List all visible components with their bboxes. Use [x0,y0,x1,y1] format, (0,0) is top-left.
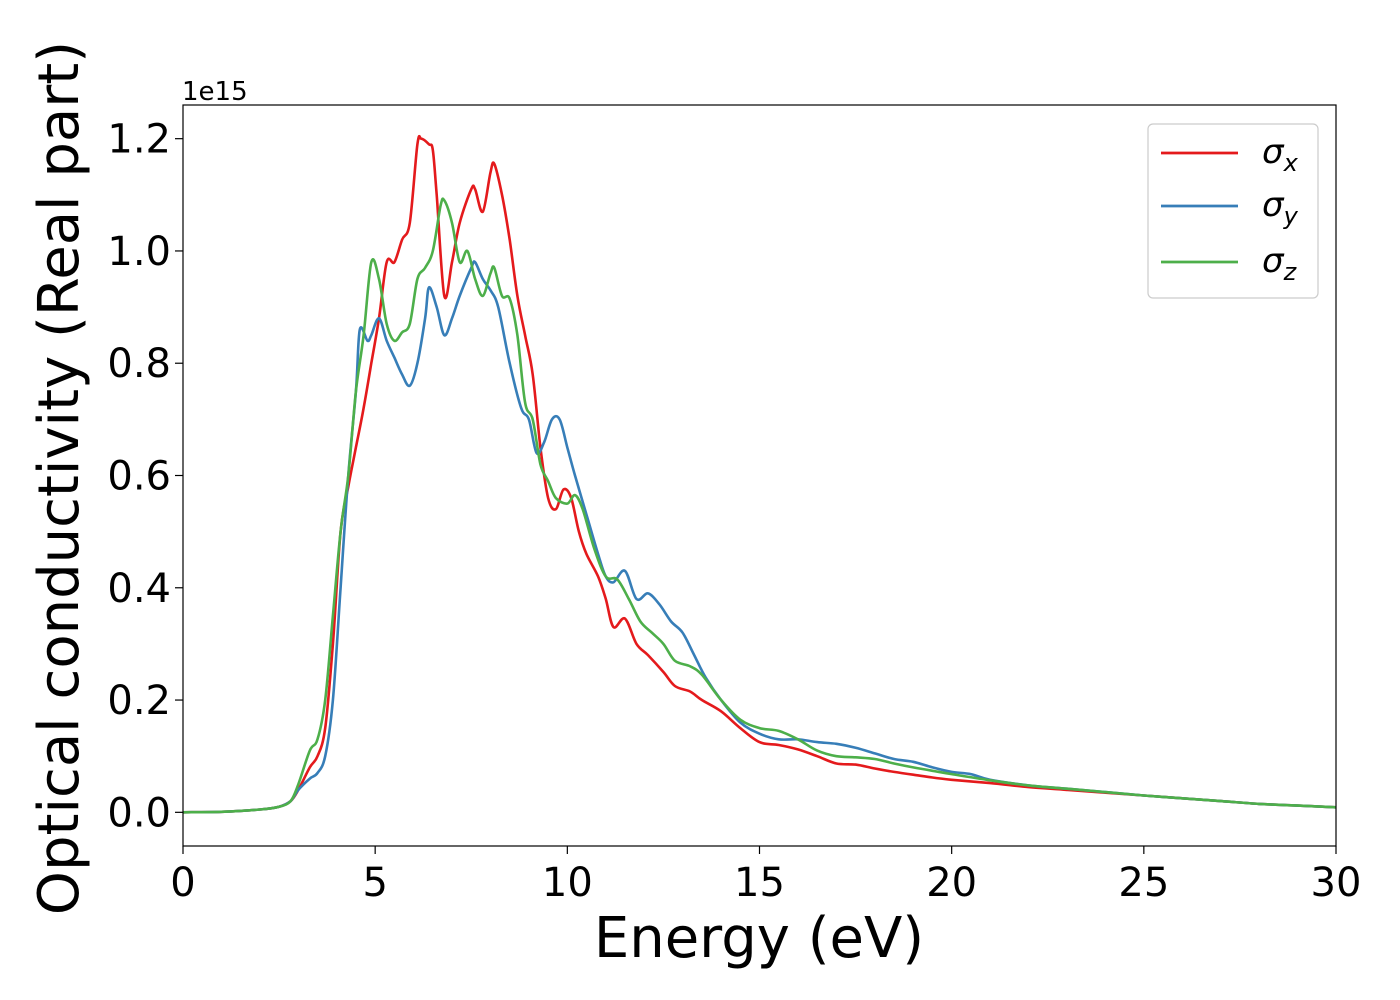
y-tick-label: 0.2 [107,678,171,724]
series-line-sigma-y [182,260,1337,814]
x-axis-label: Energy (eV) [594,906,924,971]
x-tick-label: 20 [926,860,977,906]
y-tick-label: 0.4 [107,566,171,612]
plot-lines [182,134,1337,814]
legend-box [1147,123,1319,299]
y-tick-label: 0.8 [107,341,171,387]
series-line-sigma-x [182,134,1337,814]
legend-label-sigma-x: σx [1262,132,1299,177]
y-tick-label: 0.6 [107,454,171,500]
x-tick-label: 15 [734,860,785,906]
y-axis-ticks: 0.0 0.2 0.4 0.6 0.8 1.0 1.2 [107,117,183,836]
series-line-sigma-z [182,197,1337,814]
y-tick-label: 1.0 [107,229,171,275]
y-tick-label: 0.0 [107,790,171,836]
y-tick-label: 1.2 [107,117,171,163]
y-offset-label: 1e15 [182,77,248,107]
x-tick-label: 5 [362,860,387,906]
x-tick-label: 30 [1311,860,1362,906]
legend-label-sigma-z: σz [1262,241,1298,286]
y-axis-label: Optical conductivity (Real part) [27,41,92,915]
legend: σx σy σz [1147,123,1319,299]
legend-label-sigma-y: σy [1262,185,1299,230]
x-tick-label: 10 [542,860,593,906]
x-axis-ticks: 0 5 10 15 20 25 30 [170,846,1361,906]
x-tick-label: 25 [1118,860,1169,906]
x-tick-label: 0 [170,860,195,906]
